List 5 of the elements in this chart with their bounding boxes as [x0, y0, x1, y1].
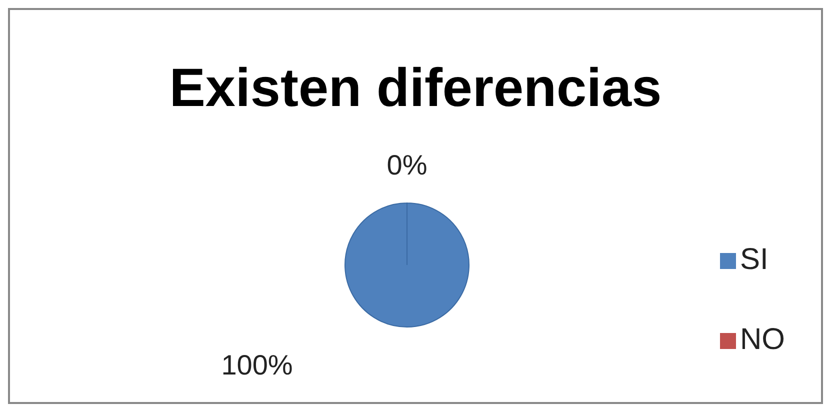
legend-label: NO [740, 323, 785, 356]
chart-title: Existen diferencias [168, 57, 663, 118]
legend-label: SI [740, 243, 768, 276]
text: 0% [386, 150, 428, 180]
data-label: 100% [221, 350, 293, 380]
